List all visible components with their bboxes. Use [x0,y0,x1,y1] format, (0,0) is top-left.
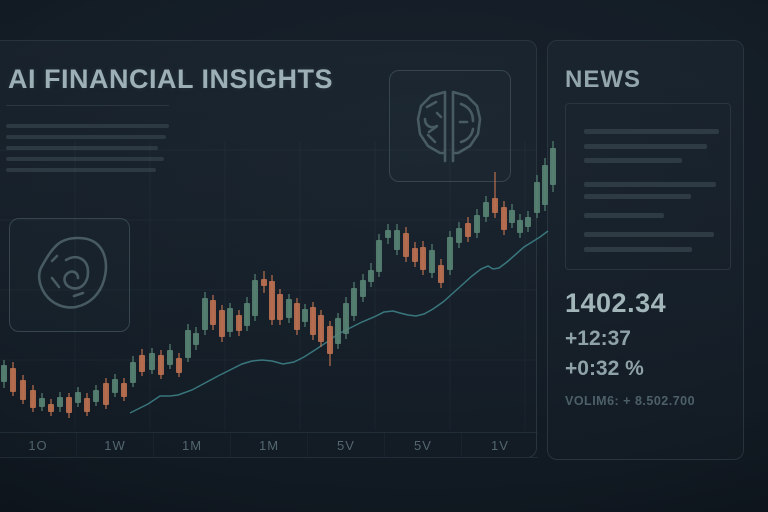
description-line [6,135,166,139]
price-change-percent: +0:32 % [565,357,644,380]
news-placeholder-bar [584,213,664,218]
price-value: 1402.34 [565,288,667,318]
brain-profile-icon [37,236,107,309]
news-placeholder-bar [584,158,682,163]
news-placeholder-bar [584,182,716,187]
page-title: AI FINANCIAL INSIGHTS [8,64,334,94]
tab-5v[interactable]: 5V [384,433,461,457]
news-placeholder-bar [584,247,692,252]
tab-1m[interactable]: 1M [230,433,307,457]
tab-1v[interactable]: 1V [461,433,538,457]
description-line [6,146,158,150]
news-article-card[interactable] [565,103,731,270]
tab-1o[interactable]: 1O [28,437,48,453]
title-underline [6,105,169,106]
news-title: NEWS [565,66,641,93]
description-line [6,168,156,172]
news-placeholder-bar [584,144,707,149]
brain-hemispheres-card [389,70,511,182]
price-change: +12:37 [565,327,631,350]
timeframe-tabs: 1O 1W 1M 1M 5V 5V 1V [0,432,538,458]
tab-1m[interactable]: 1M [153,433,230,457]
description-line [6,124,169,128]
news-placeholder-bar [584,129,719,134]
brain-hemispheres-icon [416,90,482,163]
news-placeholder-bar [584,232,714,237]
news-placeholder-bar [584,194,691,199]
tab-1w[interactable]: 1W [76,433,153,457]
brain-profile-card [9,218,130,332]
description-line [6,157,164,161]
volume-text: VOLIM6: + 8.502.700 [565,394,696,408]
tab-5v[interactable]: 5V [307,433,384,457]
